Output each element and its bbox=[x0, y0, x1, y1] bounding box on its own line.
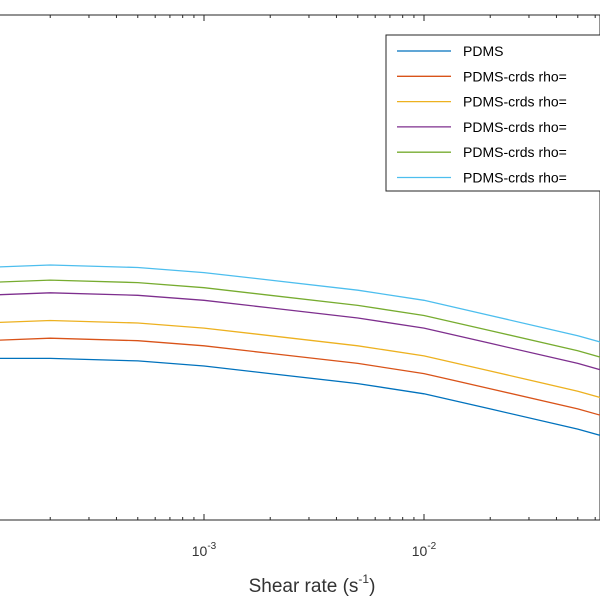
series-line-6 bbox=[0, 264, 600, 343]
legend-box bbox=[385, 34, 600, 192]
major-ticks bbox=[203, 15, 425, 520]
legend-label-2: PDMS-crds rho= bbox=[463, 68, 567, 84]
x-axis-label: Shear rate (s-1) bbox=[249, 572, 376, 597]
legend-label-5: PDMS-crds rho= bbox=[463, 144, 567, 160]
x-tick-label-3: 10-2 bbox=[412, 541, 437, 559]
series-line-4 bbox=[0, 292, 600, 371]
series-line-2 bbox=[0, 337, 600, 416]
legend-label-3: PDMS-crds rho= bbox=[463, 94, 567, 110]
legend: PDMS PDMS-crds rho= PDMS-crds rho= PDMS-crd… bbox=[385, 34, 600, 192]
legend-label-4: PDMS-crds rho= bbox=[463, 119, 567, 135]
minor-ticks bbox=[49, 15, 596, 520]
legend-label-1: PDMS bbox=[463, 43, 503, 59]
series-line-1 bbox=[0, 357, 600, 437]
series-layer bbox=[0, 264, 600, 437]
x-tick-label-2: 10-3 bbox=[192, 541, 217, 559]
legend-label-6: PDMS-crds rho= bbox=[463, 170, 567, 186]
series-line-3 bbox=[0, 319, 600, 399]
series-line-5 bbox=[0, 279, 600, 358]
